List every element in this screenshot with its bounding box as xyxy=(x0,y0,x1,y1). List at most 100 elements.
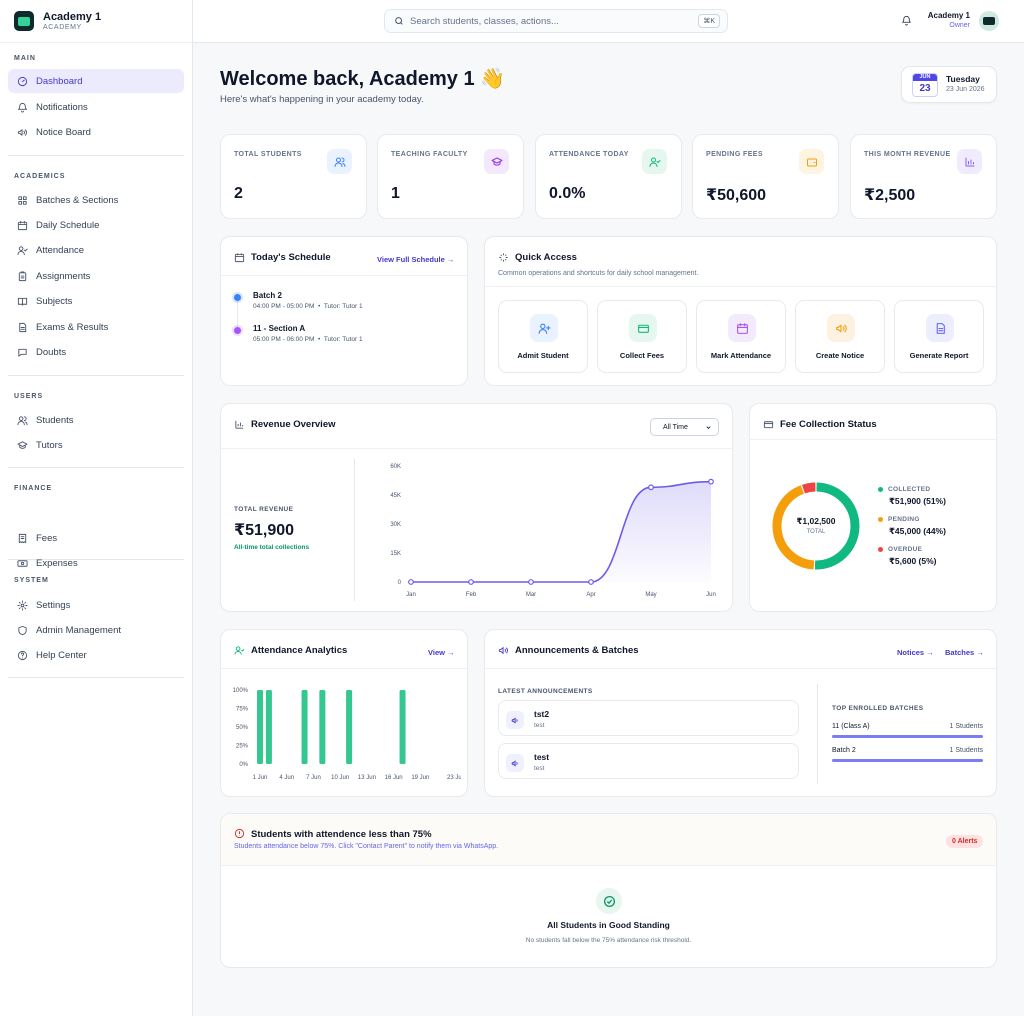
stat-value: ₹50,600 xyxy=(706,187,767,204)
section-title-users: USERS xyxy=(14,393,44,400)
sidebar-item-attendance[interactable]: Attendance xyxy=(8,238,184,262)
attendance-y-tick: 0% xyxy=(239,762,248,768)
schedule-tutor: Tutor: Tutor 1 xyxy=(323,336,363,343)
revenue-point[interactable] xyxy=(708,478,714,485)
sidebar-item-tutors[interactable]: Tutors xyxy=(8,433,184,457)
sidebar-item-notifications[interactable]: Notifications xyxy=(8,95,184,119)
attendance-bar[interactable] xyxy=(319,690,326,764)
schedule-item-title: 11 - Section A xyxy=(253,324,306,333)
sidebar-item-settings[interactable]: Settings xyxy=(8,593,184,617)
batches-link[interactable]: Batches → xyxy=(945,648,984,657)
chart-icon xyxy=(965,157,974,166)
batch-progress-bar xyxy=(832,759,983,762)
notices-link[interactable]: Notices → xyxy=(897,648,934,657)
attendance-view-link[interactable]: View → xyxy=(428,648,455,657)
attendance-bar[interactable] xyxy=(399,690,406,764)
bell-icon[interactable] xyxy=(901,15,912,26)
sidebar-item-students[interactable]: Students xyxy=(8,408,184,432)
sidebar-item-help-center[interactable]: Help Center xyxy=(8,643,184,667)
stat-value: 1 xyxy=(391,185,400,202)
donut-slice-overdue[interactable] xyxy=(801,482,816,494)
quick-create-notice-button[interactable]: Create Notice xyxy=(795,300,885,373)
sidebar-item-admin-management[interactable]: Admin Management xyxy=(8,618,184,642)
attendance-title: Attendance Analytics xyxy=(251,645,348,656)
help-icon xyxy=(17,650,28,660)
quick-collect-fees-button[interactable]: Collect Fees xyxy=(597,300,687,373)
timeline-dot xyxy=(234,327,241,334)
search-input[interactable]: Search students, classes, actions... ⌘K xyxy=(384,9,728,33)
legend-swatch xyxy=(878,517,883,522)
batch-row[interactable]: Batch 2 1 Students xyxy=(832,747,983,762)
view-full-schedule-link[interactable]: View Full Schedule → xyxy=(377,255,455,264)
card-divider xyxy=(221,448,732,449)
sparkle-icon xyxy=(499,253,508,262)
revenue-card: Revenue Overview All Time TOTAL REVENUE … xyxy=(220,403,733,612)
schedule-time: 05:00 PM - 06:00 PM xyxy=(253,336,315,343)
stat-icon-box xyxy=(484,149,509,174)
sidebar-item-daily-schedule[interactable]: Daily Schedule xyxy=(8,213,184,237)
date-full: 23 Jun 2026 xyxy=(946,86,985,93)
sidebar-item-assignments[interactable]: Assignments xyxy=(8,264,184,288)
sidebar-item-subjects[interactable]: Subjects xyxy=(8,289,184,313)
announcement-item[interactable]: test test xyxy=(498,743,799,779)
revenue-period-select[interactable]: All Time xyxy=(650,418,719,436)
sidebar-item-label: Settings xyxy=(36,599,71,611)
revenue-point[interactable] xyxy=(408,579,414,585)
quick-action-label: Admit Student xyxy=(517,351,569,360)
sidebar-item-dashboard[interactable]: Dashboard xyxy=(8,69,184,93)
total-revenue-value: ₹51,900 xyxy=(234,522,295,539)
sidebar-item-fees[interactable]: Fees xyxy=(8,526,184,550)
attendance-bar[interactable] xyxy=(301,690,308,764)
section-title-finance: FINANCE xyxy=(14,485,53,492)
quick-generate-report-button[interactable]: Generate Report xyxy=(894,300,984,373)
schedule-item-meta: 04:00 PM - 05:00 PM • Tutor: Tutor 1 xyxy=(253,303,363,310)
schedule-card: Today's Schedule View Full Schedule → Ba… xyxy=(220,236,468,386)
batch-row[interactable]: 11 (Class A) 1 Students xyxy=(832,723,983,738)
quick-access-subtitle: Common operations and shortcuts for dail… xyxy=(498,270,699,277)
schedule-item[interactable]: Batch 2 04:00 PM - 05:00 PM • Tutor: Tut… xyxy=(253,291,363,310)
avatar[interactable] xyxy=(979,11,999,31)
attendance-chart: 100% 75% 50% 25% 0% 1 Jun 4 Jun 7 Jun 10 Jun 13 J… xyxy=(233,688,461,781)
sidebar-item-label: Attendance xyxy=(36,244,85,256)
schedule-item[interactable]: 11 - Section A 05:00 PM - 06:00 PM • Tut… xyxy=(253,324,363,343)
attendance-bar[interactable] xyxy=(346,690,353,764)
quick-action-label: Collect Fees xyxy=(619,351,665,360)
donut-slice-pending[interactable] xyxy=(772,485,815,570)
top-batches-label: TOP ENROLLED BATCHES xyxy=(832,705,924,712)
sidebar-item-doubts[interactable]: Doubts xyxy=(8,340,184,364)
brand[interactable]: Academy 1 ACADEMY xyxy=(0,0,192,43)
attendance-x-tick: 13 Jun xyxy=(358,775,376,781)
user-menu[interactable]: Academy 1 Owner xyxy=(928,11,970,29)
quick-mark-attendance-button[interactable]: Mark Attendance xyxy=(696,300,786,373)
sidebar-item-exams-results[interactable]: Exams & Results xyxy=(8,315,184,339)
revenue-point[interactable] xyxy=(648,484,654,491)
chevron-down-icon xyxy=(706,426,711,429)
legend-value: ₹45,000 (44%) xyxy=(889,526,946,536)
fee-legend-overdue: OVERDUE ₹5,600 (5%) xyxy=(878,546,937,567)
revenue-point[interactable] xyxy=(588,579,594,585)
clipboard-icon xyxy=(18,270,27,281)
shield-icon xyxy=(18,625,27,635)
quick-action-label: Mark Attendance xyxy=(710,351,772,360)
sidebar-item-batches-sections[interactable]: Batches & Sections xyxy=(8,188,184,212)
sidebar-item-notice-board[interactable]: Notice Board xyxy=(8,120,184,144)
bell-icon xyxy=(17,102,28,113)
alerts-badge: 0 Alerts xyxy=(946,835,984,848)
attendance-bar[interactable] xyxy=(257,690,263,764)
sidebar-item-expenses[interactable]: Expenses xyxy=(8,551,184,575)
card-divider xyxy=(750,439,996,440)
schedule-time: 04:00 PM - 05:00 PM xyxy=(253,303,315,310)
batch-name: Batch 2 xyxy=(832,747,856,754)
sidebar-item-label: Notice Board xyxy=(36,126,91,138)
sidebar-item-label: Subjects xyxy=(36,295,73,307)
brand-name: Academy 1 xyxy=(43,11,102,23)
revenue-point[interactable] xyxy=(528,579,534,585)
announcement-item[interactable]: tst2 test xyxy=(498,700,799,736)
donut-slice-collected[interactable] xyxy=(814,482,860,570)
attendance-bar[interactable] xyxy=(265,690,272,764)
card-icon xyxy=(637,324,649,333)
quick-admit-student-button[interactable]: Admit Student xyxy=(498,300,588,373)
user-check-icon xyxy=(649,157,660,167)
revenue-point[interactable] xyxy=(468,579,474,585)
bar-chart-icon xyxy=(235,420,244,429)
